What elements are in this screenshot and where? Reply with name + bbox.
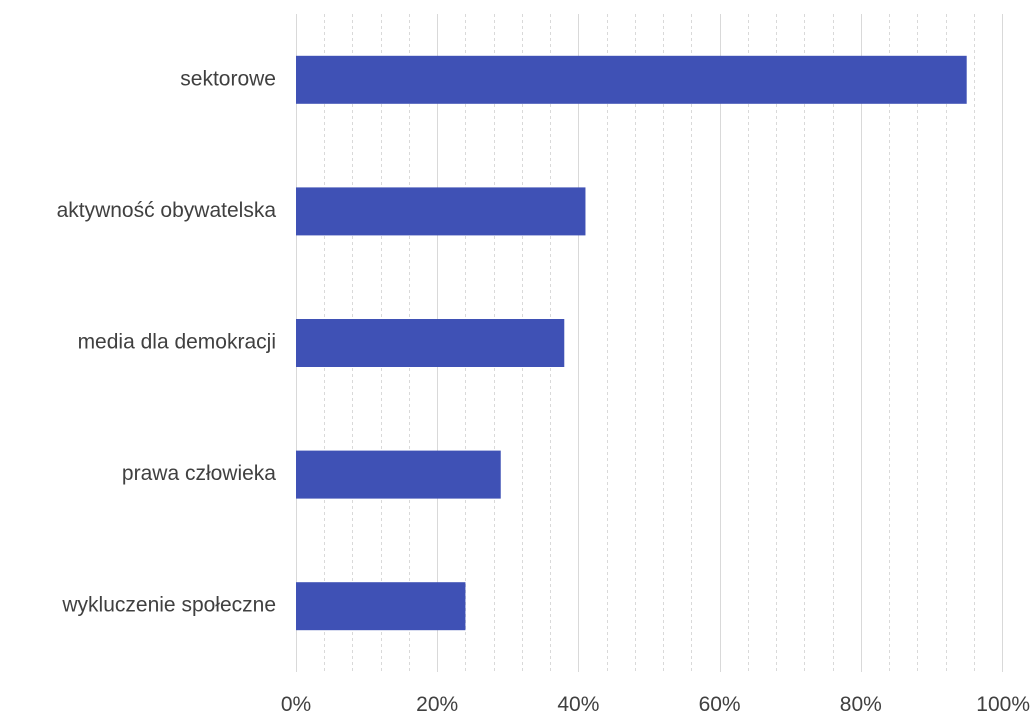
x-tick-label: 40% bbox=[557, 693, 599, 716]
category-label: aktywność obywatelska bbox=[57, 199, 277, 222]
x-tick-label: 20% bbox=[416, 693, 458, 716]
bar bbox=[296, 55, 967, 104]
x-tick-labels: 0% 20% 40% 60% 80% 100% bbox=[281, 693, 1030, 716]
bar bbox=[296, 319, 565, 367]
x-tick-label: 80% bbox=[840, 693, 882, 716]
x-tick-label: 0% bbox=[281, 693, 311, 716]
x-tick-label: 100% bbox=[976, 693, 1030, 716]
category-labels: sektorowe aktywność obywatelska media dla … bbox=[57, 67, 277, 616]
bar bbox=[296, 187, 586, 236]
bar bbox=[296, 450, 501, 499]
bar bbox=[296, 582, 466, 631]
x-tick-label: 60% bbox=[699, 693, 741, 716]
category-label: prawa człowieka bbox=[122, 462, 276, 485]
bars bbox=[296, 55, 967, 631]
category-label: wykluczenie społeczne bbox=[61, 594, 276, 617]
grid bbox=[296, 14, 1003, 672]
category-label: sektorowe bbox=[180, 67, 276, 90]
category-label: media dla demokracji bbox=[78, 331, 276, 354]
